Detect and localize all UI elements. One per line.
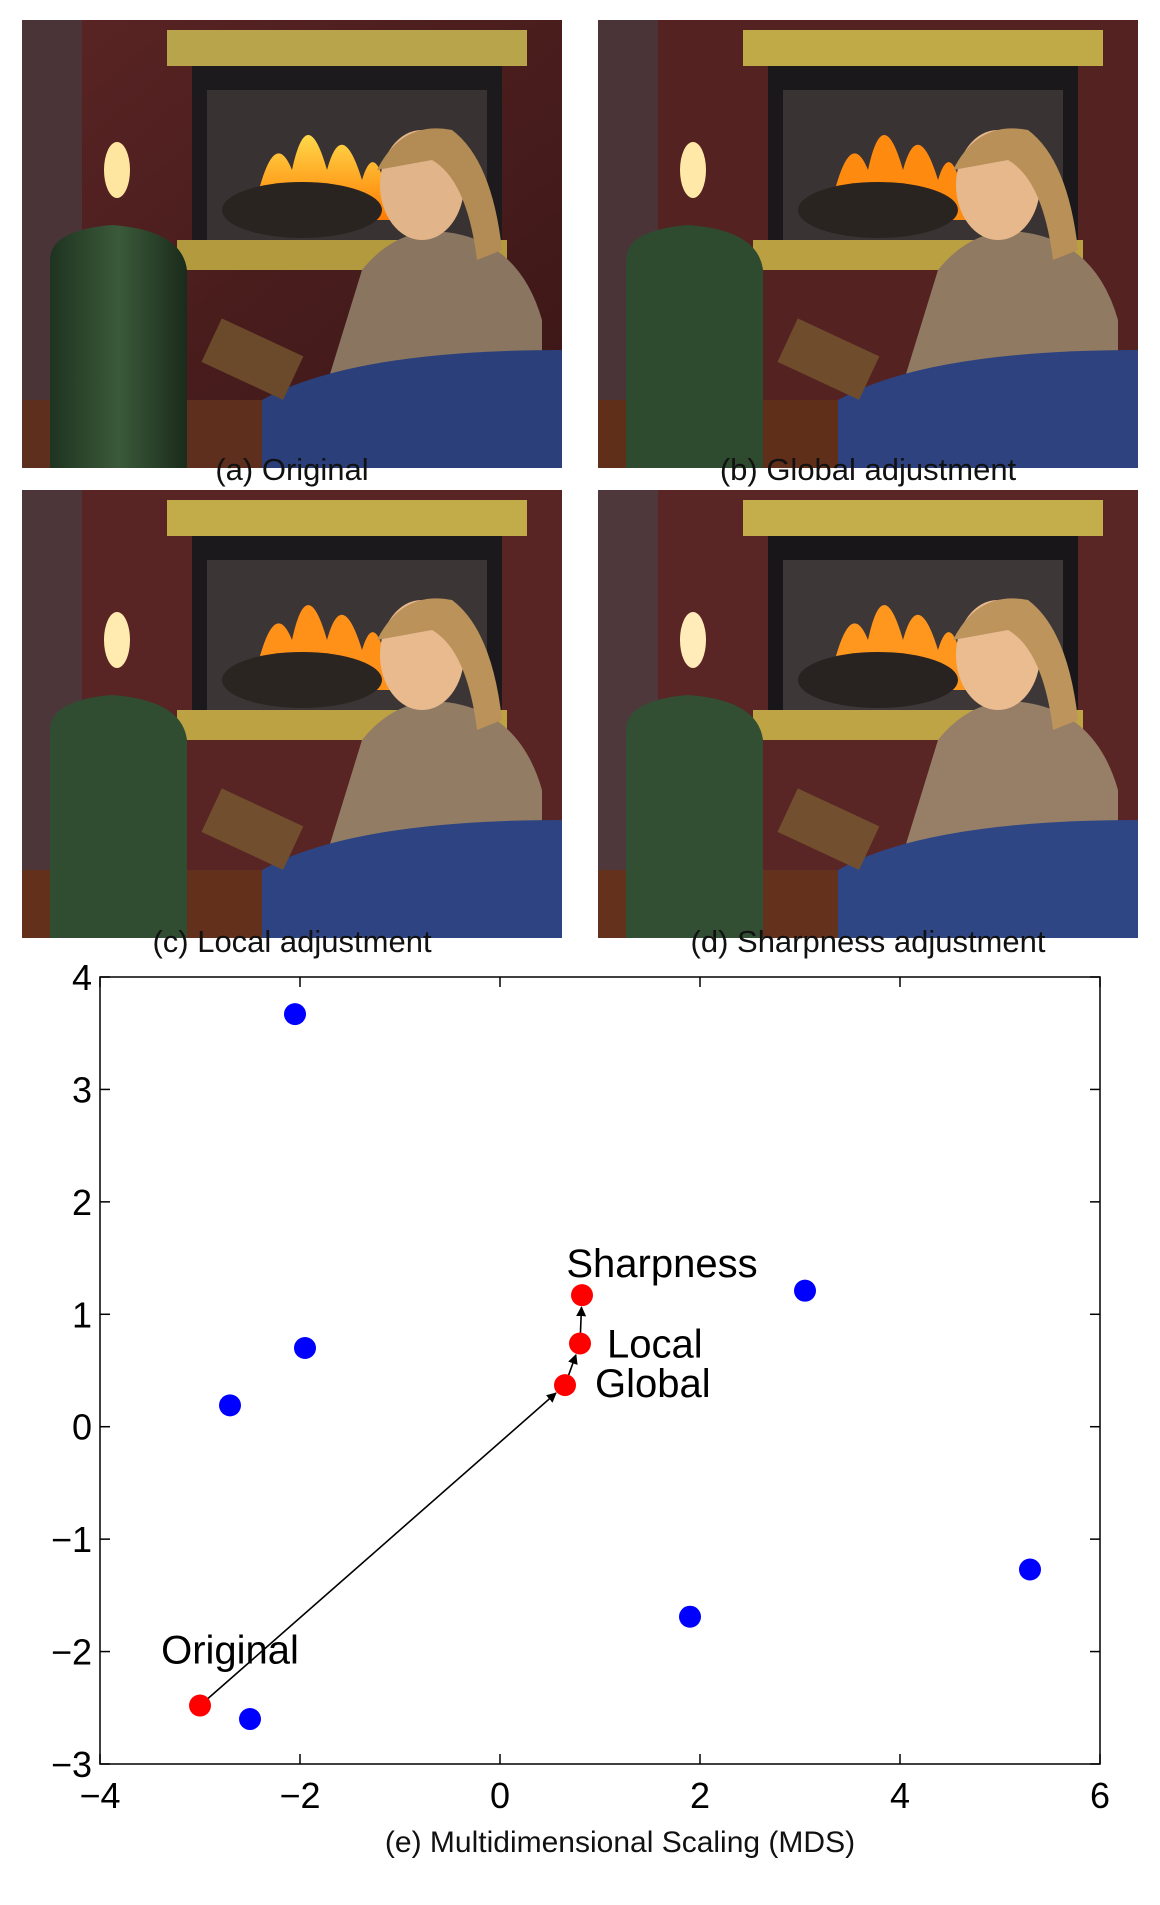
x-tick-label: 4: [890, 1775, 910, 1816]
y-tick-label: −2: [51, 1632, 92, 1673]
red-data-point-local: [569, 1332, 591, 1355]
x-tick-label: 2: [690, 1775, 710, 1816]
image-panel-global-adjustment: [598, 20, 1138, 468]
chart-caption: (e) Multidimensional Scaling (MDS): [385, 1826, 855, 1859]
y-tick-label: 3: [72, 1069, 92, 1110]
blue-data-point: [1019, 1558, 1041, 1581]
x-tick-label: −2: [279, 1775, 320, 1816]
red-data-point-sharpness: [571, 1284, 593, 1307]
x-tick-label: 6: [1090, 1775, 1110, 1816]
blue-data-point: [239, 1708, 261, 1731]
arrow-original-to-global: [199, 1392, 557, 1707]
caption-original: (a) Original: [215, 452, 369, 487]
label-global: Global: [595, 1362, 711, 1406]
blue-data-point: [219, 1394, 241, 1417]
y-tick-label: −1: [51, 1519, 92, 1560]
image-panel-original: [22, 20, 562, 468]
scatter-points: [189, 1003, 1041, 1731]
x-tick-label: −4: [79, 1775, 120, 1816]
image-panel-sharpness-adjustment: [598, 490, 1138, 938]
blue-data-point: [679, 1605, 701, 1628]
caption-sharpness-adjustment: (d) Sharpness adjustment: [690, 924, 1046, 959]
blue-data-point: [284, 1003, 306, 1026]
mds-scatter-chart: −4 −2 0 2 4 6 −3 −2 −1 0 1 2 3 4 Original GlobalLocal…: [51, 960, 1110, 1859]
caption-global-adjustment: (b) Global adjustment: [719, 452, 1017, 487]
x-tick-label: 0: [490, 1775, 510, 1816]
label-original: Original: [161, 1629, 299, 1673]
y-tick-label: 2: [72, 1182, 92, 1223]
blue-data-point: [794, 1279, 816, 1302]
y-tick-label: 4: [72, 960, 92, 998]
y-tick-label: −3: [51, 1744, 92, 1785]
x-axis-ticks: −4 −2 0 2 4 6: [79, 977, 1110, 1816]
y-tick-label: 0: [72, 1407, 92, 1448]
caption-local-adjustment: (c) Local adjustment: [152, 924, 432, 959]
red-data-point-original: [189, 1694, 211, 1717]
y-tick-label: 1: [72, 1294, 92, 1335]
plot-frame: [99, 976, 1101, 1765]
blue-data-point: [294, 1337, 316, 1360]
label-local: Local: [607, 1323, 703, 1367]
red-data-point-global: [554, 1374, 576, 1397]
label-sharpness: Sharpness: [566, 1242, 757, 1286]
image-panel-local-adjustment: [22, 490, 562, 938]
y-axis-ticks: −3 −2 −1 0 1 2 3 4: [51, 960, 1100, 1785]
